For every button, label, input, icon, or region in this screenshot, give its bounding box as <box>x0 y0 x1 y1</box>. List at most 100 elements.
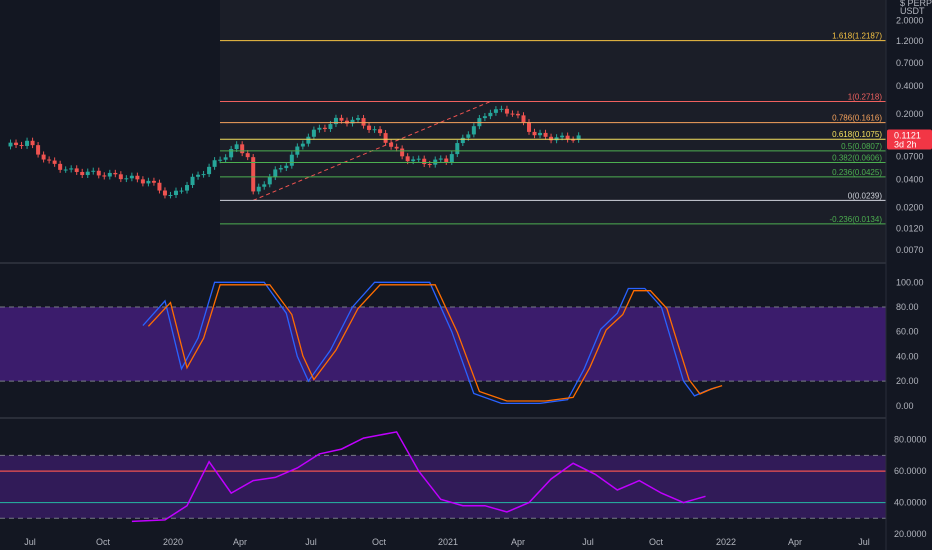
candle-body <box>135 175 140 180</box>
candle-body <box>229 149 234 158</box>
candle-body <box>322 127 327 130</box>
candle-body <box>278 168 283 170</box>
candle-body <box>411 159 416 162</box>
time-tick-label: 2021 <box>438 537 458 547</box>
candle-body <box>405 156 410 162</box>
candle-body <box>378 129 383 134</box>
last-price-marker[interactable] <box>887 129 932 150</box>
candle-body <box>510 113 515 115</box>
candle-body <box>350 119 355 124</box>
candle-body <box>102 175 107 177</box>
fib-level-label: 0.382(0.0606) <box>832 154 882 163</box>
candle-body <box>444 158 449 162</box>
candle-body <box>8 142 13 147</box>
candle-body <box>521 115 526 123</box>
candle-body <box>344 120 349 124</box>
candle-body <box>240 144 245 154</box>
rsi-axis[interactable]: 80.0000 60.0000 40.0000 20.0000 <box>894 435 927 539</box>
fibonacci-retracement[interactable]: 1.618(1.2187) 1(0.2718) 0.786(0.1616) 0.618… <box>220 32 886 225</box>
candle-body <box>58 163 63 170</box>
candle-body <box>162 190 167 196</box>
candle-body <box>91 170 96 172</box>
candle-body <box>151 180 156 183</box>
candle-body <box>251 157 256 192</box>
candle-body <box>367 125 372 130</box>
stoch-k-line[interactable] <box>142 281 717 405</box>
quote-currency-label: USDT <box>900 6 925 16</box>
candle-body <box>460 137 465 144</box>
candle-body <box>515 113 520 116</box>
time-tick-label: 2022 <box>716 537 736 547</box>
time-tick-label: Oct <box>96 537 111 547</box>
candle-body <box>212 160 217 167</box>
candle-body <box>256 186 261 192</box>
stoch-tick-label: 0.00 <box>896 401 914 411</box>
price-tick-label: 2.0000 <box>896 15 924 25</box>
time-tick-label: Oct <box>649 537 664 547</box>
candle-body <box>179 190 184 192</box>
fib-level-label: 1(0.2718) <box>848 93 883 102</box>
rsi-pane[interactable] <box>0 431 886 523</box>
candle-body <box>422 158 427 165</box>
price-tick-label: 0.7000 <box>896 58 924 68</box>
stoch-d-line[interactable] <box>147 284 723 402</box>
candle-body <box>438 158 443 160</box>
candle-body <box>416 158 421 160</box>
candle-body <box>25 140 30 146</box>
candle-body <box>52 160 57 164</box>
candle-body <box>449 154 454 162</box>
candle-body <box>493 109 498 113</box>
price-axis[interactable]: 2.0000 1.2000 0.7000 0.4000 0.2000 0.0700 0.04… <box>887 15 932 255</box>
candle-body <box>477 118 482 127</box>
candle-body <box>571 139 576 141</box>
time-tick-label: Jul <box>858 537 870 547</box>
time-axis[interactable]: Jul Oct 2020 Apr Jul Oct 2021 Apr Jul Oct 2022 Apr J… <box>24 537 870 547</box>
candle-body <box>339 117 344 121</box>
rsi-tick-label: 20.0000 <box>894 529 927 539</box>
candle-body <box>19 145 24 147</box>
fib-level-label: 0.618(0.1075) <box>832 130 882 139</box>
candle-body <box>482 116 487 119</box>
fib-level-label: -0.236(0.0134) <box>830 215 883 224</box>
candle-body <box>30 140 35 146</box>
candle-body <box>124 178 129 180</box>
candle-body <box>96 170 101 176</box>
candle-body <box>267 177 272 185</box>
candle-body <box>471 126 476 135</box>
stochastic-rsi-pane[interactable] <box>0 281 886 405</box>
candle-body <box>549 136 554 141</box>
quote-currency-label: $ PERP <box>900 0 932 8</box>
candle-body <box>311 129 316 137</box>
candle-body <box>284 165 289 169</box>
candle-body <box>245 153 250 158</box>
time-tick-label: Apr <box>511 537 525 547</box>
time-tick-label: 2020 <box>163 537 183 547</box>
candle-body <box>14 142 19 146</box>
candle-body <box>565 135 570 140</box>
fib-level-label: 0.786(0.1616) <box>832 114 882 123</box>
price-tick-label: 0.0400 <box>896 174 924 184</box>
rsi-line[interactable] <box>131 431 706 523</box>
candle-body <box>85 171 90 176</box>
candle-body <box>262 184 267 187</box>
candle-body <box>361 118 366 126</box>
candle-body <box>383 133 388 143</box>
candle-body <box>118 174 123 180</box>
candle-body <box>488 112 493 117</box>
stoch-tick-label: 40.00 <box>896 351 919 361</box>
candle-body <box>400 148 405 157</box>
stoch-tick-label: 80.00 <box>896 302 919 312</box>
candle-body <box>185 185 190 191</box>
candle-body <box>146 180 151 184</box>
price-tick-label: 0.0070 <box>896 245 924 255</box>
candle-body <box>389 142 394 147</box>
rsi-tick-label: 80.0000 <box>894 435 927 445</box>
stoch-axis[interactable]: 100.00 80.00 60.00 40.00 20.00 0.00 <box>896 277 924 410</box>
candle-body <box>543 132 548 137</box>
last-price-label: 0.1121 <box>894 131 921 141</box>
price-pane[interactable] <box>8 101 581 201</box>
fib-level-label: 0(0.0239) <box>848 191 883 200</box>
candle-body <box>527 122 532 132</box>
rsi-band <box>0 455 886 519</box>
